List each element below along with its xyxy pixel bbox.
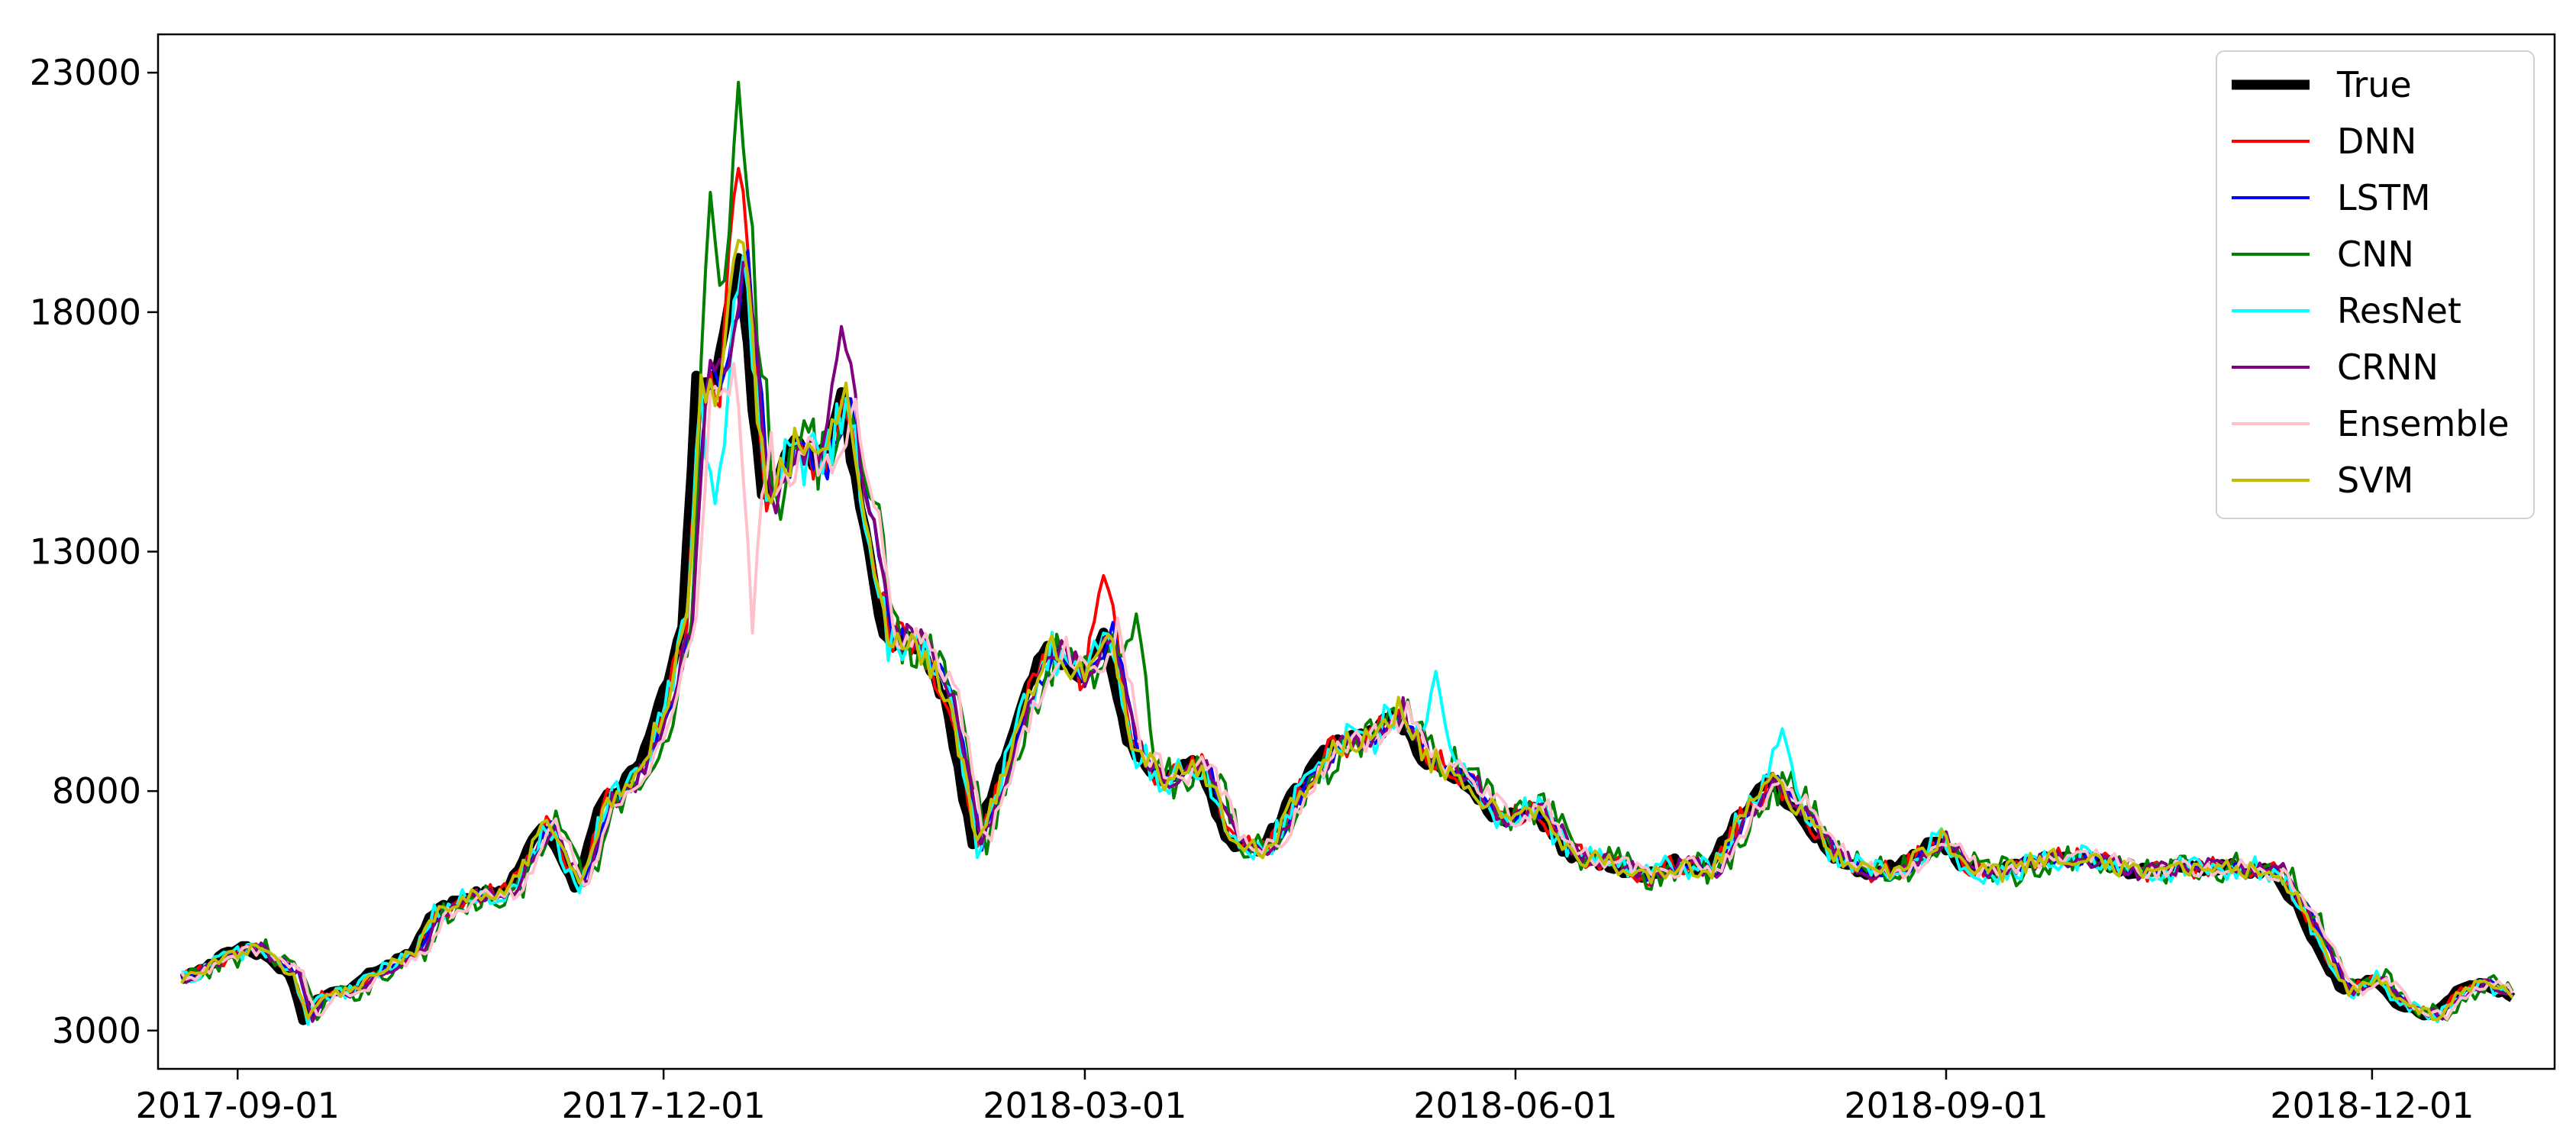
- y-tick-label: 13000: [30, 531, 141, 573]
- series-line-svm: [179, 238, 2514, 1022]
- legend-box: [2216, 50, 2535, 519]
- y-tick-label: 8000: [52, 770, 141, 812]
- x-tick-label: 2018-12-01: [2270, 1085, 2474, 1126]
- legend-label-resnet: ResNet: [2337, 290, 2461, 331]
- legend-label-lstm: LSTM: [2337, 177, 2431, 218]
- y-tick-label: 23000: [30, 52, 141, 93]
- legend: True DNN LSTM CNN ResNet CRNN Ensemble SVM: [2216, 50, 2535, 519]
- legend-label-true: True: [2336, 64, 2412, 105]
- legend-label-crnn: CRNN: [2337, 347, 2439, 388]
- legend-label-svm: SVM: [2337, 460, 2413, 501]
- x-tick-label: 2017-12-01: [561, 1085, 765, 1126]
- series-layer: [179, 80, 2516, 1026]
- y-tick-label: 18000: [30, 292, 141, 333]
- x-tick-label: 2018-06-01: [1413, 1085, 1617, 1126]
- x-tick-label: 2018-03-01: [983, 1085, 1186, 1126]
- legend-label-dnn: DNN: [2337, 121, 2416, 162]
- legend-label-ensemble: Ensemble: [2337, 403, 2510, 444]
- x-axis: 2017-09-01 2017-12-01 2018-03-01 2018-06-01…: [136, 1069, 2474, 1126]
- x-tick-label: 2018-09-01: [1844, 1085, 2048, 1126]
- y-tick-label: 3000: [52, 1010, 141, 1051]
- legend-label-cnn: CNN: [2337, 234, 2414, 275]
- x-tick-label: 2017-09-01: [136, 1085, 340, 1126]
- y-axis: 3000 8000 13000 18000 23000: [30, 52, 158, 1051]
